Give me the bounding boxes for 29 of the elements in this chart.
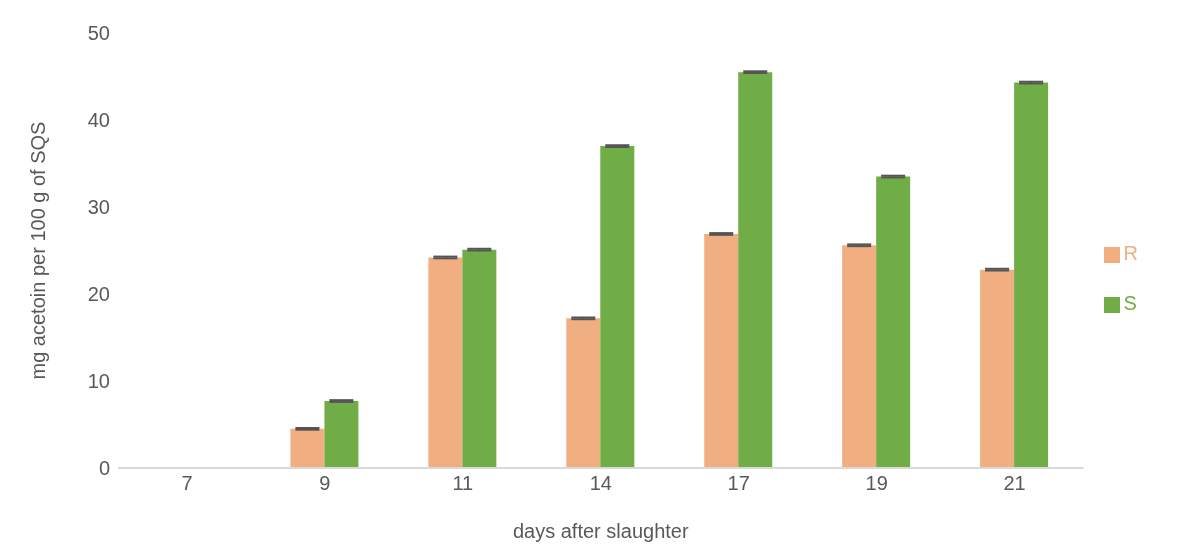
bar (704, 233, 739, 468)
y-tick-label: 20 (87, 283, 110, 306)
bar (876, 176, 911, 468)
bar (566, 318, 601, 468)
bar (1014, 82, 1049, 468)
y-tick-label: 0 (98, 457, 110, 480)
y-tick-label: 40 (87, 109, 110, 132)
x-tick-label: 11 (452, 472, 474, 495)
bar (462, 249, 497, 468)
legend-label: R (1123, 242, 1138, 264)
bar (428, 257, 463, 468)
bar (980, 269, 1015, 468)
x-axis-title: days after slaughter (512, 520, 689, 542)
bar (600, 146, 635, 468)
y-tick-label: 30 (87, 196, 110, 219)
y-tick-label: 50 (87, 22, 110, 45)
bar (290, 428, 325, 468)
x-tick-label: 17 (727, 472, 750, 495)
x-tick-label: 9 (319, 472, 331, 495)
y-tick-label: 10 (87, 370, 110, 393)
x-tick-label: 21 (1003, 472, 1026, 495)
legend-label: S (1123, 292, 1137, 314)
y-axis-title: mg acetoin per 100 g of SQS (27, 121, 50, 380)
x-tick-label: 19 (865, 472, 888, 495)
bar (324, 401, 359, 468)
x-tick-label: 7 (181, 472, 193, 495)
bar (738, 72, 773, 468)
bar (842, 245, 877, 468)
x-tick-label: 14 (589, 472, 612, 495)
